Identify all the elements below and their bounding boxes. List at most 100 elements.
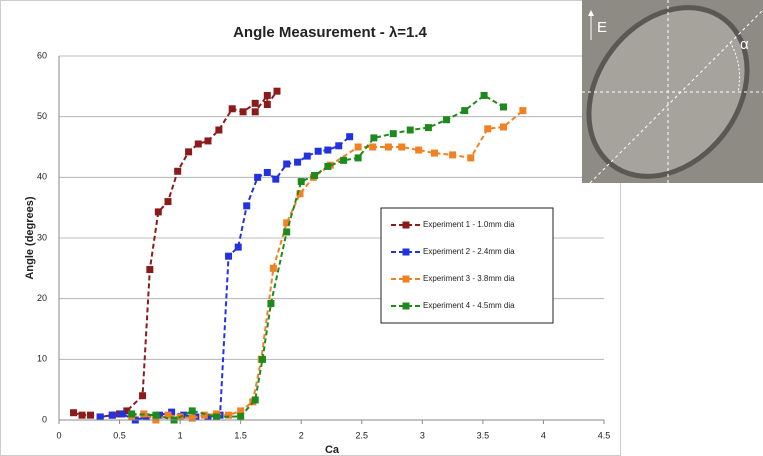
data-point: [154, 208, 162, 216]
x-tick-label: 1.5: [234, 430, 247, 440]
data-point: [86, 411, 94, 419]
legend-label: Experiment 2 - 2.4mm dia: [423, 247, 515, 256]
data-point: [384, 143, 392, 151]
data-point: [283, 219, 291, 227]
data-point: [128, 410, 136, 418]
legend-label: Experiment 1 - 1.0mm dia: [423, 220, 515, 229]
y-tick-label: 0: [42, 414, 47, 424]
data-point: [254, 173, 262, 181]
data-point: [70, 409, 78, 417]
data-point: [118, 410, 126, 418]
field-arrow-head: [588, 10, 594, 16]
data-point: [108, 411, 116, 419]
x-tick-label: 2: [299, 430, 304, 440]
data-point: [251, 396, 259, 404]
data-point: [354, 154, 362, 162]
data-point: [200, 411, 208, 419]
legend-marker: [402, 221, 410, 229]
guide-line: [589, 9, 763, 184]
x-tick-label: 0: [56, 430, 61, 440]
data-point: [461, 107, 469, 115]
data-point: [480, 91, 488, 99]
x-tick-label: 1: [178, 430, 183, 440]
chart-title: Angle Measurement - λ=1.4: [233, 24, 427, 41]
data-point: [340, 156, 348, 164]
y-tick-label: 10: [37, 354, 47, 364]
y-tick-label: 30: [37, 232, 47, 242]
data-point: [283, 160, 291, 168]
data-point: [267, 300, 275, 308]
data-point: [188, 414, 196, 422]
y-axis-label: Angle (degrees): [24, 196, 36, 279]
x-tick-label: 2.5: [356, 430, 369, 440]
x-tick-label: 3.5: [477, 430, 490, 440]
data-point: [354, 143, 362, 151]
angle-arc: [729, 41, 741, 93]
data-point: [303, 152, 311, 160]
data-point: [467, 154, 475, 162]
x-tick-label: 4: [541, 430, 546, 440]
legend-label: Experiment 3 - 3.8mm dia: [423, 274, 515, 283]
data-point: [296, 190, 304, 198]
data-point: [212, 413, 220, 421]
data-point: [324, 146, 332, 154]
data-point: [194, 140, 202, 148]
legend: Experiment 1 - 1.0mm dia Experiment 2 - 2…: [380, 207, 554, 324]
series-line: [131, 109, 524, 422]
data-point: [234, 243, 242, 251]
data-point: [215, 126, 223, 134]
data-point: [263, 168, 271, 176]
data-point: [335, 142, 343, 150]
data-point: [499, 123, 507, 131]
data-point: [96, 413, 104, 421]
data-point: [398, 143, 406, 151]
data-point: [297, 178, 305, 186]
data-point: [180, 411, 188, 419]
data-point: [263, 101, 271, 109]
data-point: [272, 175, 280, 183]
field-label: E: [597, 19, 607, 36]
data-point: [188, 407, 196, 415]
data-point: [424, 124, 432, 132]
data-point: [174, 167, 182, 175]
data-point: [499, 103, 507, 111]
data-point: [251, 99, 259, 107]
legend-label: Experiment 4 - 4.5mm dia: [423, 301, 515, 310]
y-tick-label: 20: [37, 293, 47, 303]
data-point: [519, 107, 527, 115]
y-tick-label: 40: [37, 172, 47, 182]
data-point: [185, 148, 193, 156]
data-point: [251, 108, 259, 116]
plot-area: 0 10 20 30 40 50 60 0 0.5 1 1.5 2 2.5 3 3.5 4 4.5: [37, 50, 610, 440]
data-point: [239, 108, 247, 116]
y-tick-label: 50: [37, 111, 47, 121]
data-point: [152, 411, 160, 419]
data-point: [139, 392, 147, 400]
y-tick-label: 60: [37, 50, 47, 60]
data-point: [225, 252, 233, 260]
legend-marker: [402, 248, 410, 256]
x-tick-label: 3: [420, 430, 425, 440]
data-point: [370, 134, 378, 142]
data-point: [225, 411, 233, 419]
data-point: [314, 147, 322, 155]
data-point: [204, 137, 212, 145]
inset-photo: E α: [582, 0, 763, 184]
data-point: [389, 130, 397, 138]
data-point: [258, 355, 266, 363]
data-point: [369, 143, 377, 151]
data-point: [415, 146, 423, 154]
angle-label: α: [740, 36, 749, 53]
data-point: [484, 125, 492, 133]
data-point: [449, 151, 457, 159]
data-point: [311, 172, 319, 180]
data-point: [263, 91, 271, 99]
data-point: [237, 407, 245, 415]
data-point: [146, 266, 154, 274]
data-point: [294, 158, 302, 166]
data-point: [346, 133, 354, 141]
data-point: [78, 411, 86, 419]
data-point: [164, 198, 172, 206]
data-point: [283, 228, 291, 236]
